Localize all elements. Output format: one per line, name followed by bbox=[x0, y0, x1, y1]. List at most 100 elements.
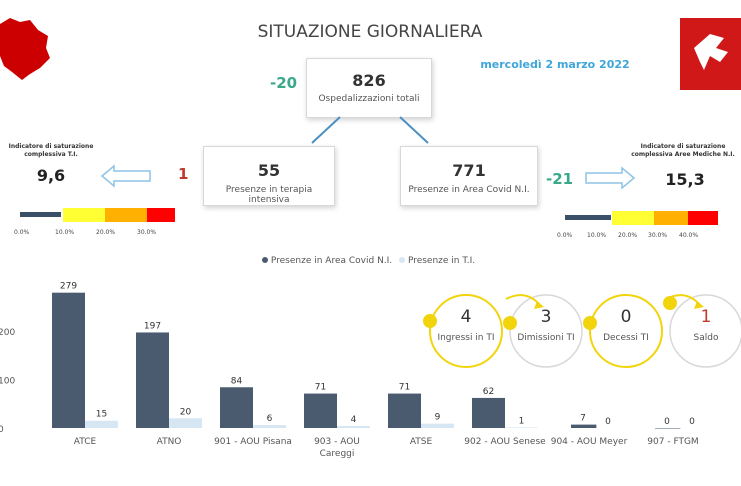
category-label: ATNO bbox=[157, 437, 182, 447]
covid-indicator-title-2: complessiva Aree Mediche N.I. bbox=[631, 151, 735, 158]
flow-value-decessi: 0 bbox=[620, 307, 632, 327]
bar-label-covid: 84 bbox=[231, 376, 243, 386]
flow-label-dimissioni: Dimissioni TI bbox=[517, 333, 575, 343]
flow-label-saldo: Saldo bbox=[693, 333, 719, 343]
ti-indicator-value: 9,6 bbox=[36, 166, 66, 185]
ti-label: Presenze in terapia intensiva bbox=[225, 185, 313, 205]
flow-label-decessi: Decessi TI bbox=[603, 333, 649, 343]
covid-tick-0: 0.0% bbox=[557, 232, 573, 239]
ti-tick-0: 0.0% bbox=[14, 229, 30, 236]
bar-label-ti: 20 bbox=[180, 407, 192, 417]
bar-covid bbox=[220, 387, 253, 428]
bar-label-covid: 0 bbox=[664, 417, 670, 427]
report-date: mercoledì 2 marzo 2022 bbox=[480, 58, 630, 71]
category-label: 901 - AOU Pisana bbox=[214, 437, 292, 447]
bar-label-covid: 7 bbox=[580, 414, 586, 424]
y-tick-label: 100 bbox=[0, 377, 15, 387]
covid-saturation-bar bbox=[565, 211, 718, 229]
bar-ti bbox=[169, 418, 202, 428]
bar-ti bbox=[421, 423, 454, 428]
category-label: ATSE bbox=[410, 437, 433, 447]
bar-label-covid: 71 bbox=[315, 383, 326, 393]
total-label: Ospedalizzazioni totali bbox=[318, 94, 420, 104]
bar-ti bbox=[253, 425, 286, 428]
bar-covid bbox=[388, 393, 421, 428]
category-label: 903 - AOU bbox=[314, 437, 360, 447]
total-value: 826 bbox=[352, 71, 386, 90]
category-label: 902 - AOU Senese bbox=[464, 437, 546, 447]
ti-card: 55 Presenze in terapia intensiva bbox=[203, 146, 335, 206]
bar-covid bbox=[136, 332, 169, 428]
bar-label-ti: 1 bbox=[519, 417, 525, 427]
covid-bar-red bbox=[688, 211, 718, 225]
category-label: Careggi bbox=[320, 449, 355, 459]
bar-label-ti: 9 bbox=[435, 413, 441, 423]
covid-tick-4: 40.0% bbox=[679, 232, 699, 239]
y-tick-label: 0 bbox=[0, 425, 4, 435]
right-arrow-icon bbox=[585, 166, 636, 190]
y-tick-label: 200 bbox=[0, 328, 15, 338]
bar-label-covid: 197 bbox=[144, 321, 161, 331]
category-label: 907 - FTGM bbox=[647, 437, 698, 447]
bar-label-covid: 62 bbox=[483, 387, 494, 397]
covid-indicator-title-1: Indicatore di saturazione bbox=[640, 143, 726, 150]
ti-tick-2: 20.0% bbox=[96, 229, 116, 236]
bar-covid bbox=[52, 292, 85, 428]
bar-label-ti: 4 bbox=[351, 415, 357, 425]
covid-bar-orange bbox=[654, 211, 688, 225]
bar-ti bbox=[85, 420, 118, 428]
ti-value: 55 bbox=[257, 161, 281, 180]
bar-covid bbox=[571, 424, 597, 428]
left-arrow-icon bbox=[100, 164, 151, 188]
tuscany-flag-icon bbox=[680, 18, 741, 90]
bar-covid bbox=[304, 393, 337, 428]
legend-dot-ti bbox=[399, 257, 406, 263]
bar-covid bbox=[472, 397, 505, 428]
legend-dot-covid bbox=[262, 257, 268, 263]
ti-saturation-bar bbox=[20, 208, 175, 226]
flow-label-ingressi: Ingressi in TI bbox=[437, 333, 495, 343]
flow-value-ingressi: 4 bbox=[460, 307, 472, 327]
bar-label-ti: 0 bbox=[605, 417, 611, 427]
covid-indicator-value: 15,3 bbox=[665, 170, 705, 189]
bar-label-covid: 279 bbox=[60, 282, 77, 292]
covid-value: 771 bbox=[452, 161, 486, 180]
connector-lines bbox=[311, 116, 429, 144]
bar-covid bbox=[655, 428, 681, 429]
bar-label-ti: 6 bbox=[267, 414, 273, 424]
legend-ti: Presenze in T.I. bbox=[407, 256, 476, 266]
bar-label-covid: 71 bbox=[399, 383, 410, 393]
ti-indicator-title-2: complessiva T.I. bbox=[24, 151, 78, 158]
flow-value-dimissioni: 3 bbox=[540, 307, 552, 327]
covid-delta: -21 bbox=[546, 170, 574, 188]
flow-circles bbox=[423, 294, 741, 368]
covid-tick-1: 10.0% bbox=[587, 232, 607, 239]
ti-indicator-title-1: Indicatore di saturazione bbox=[8, 143, 94, 150]
category-label: ATCE bbox=[74, 437, 97, 447]
covid-tick-2: 20.0% bbox=[618, 232, 638, 239]
ti-bar-yellow bbox=[63, 208, 105, 222]
total-card: 826 Ospedalizzazioni totali bbox=[306, 58, 432, 118]
ti-bar-red bbox=[147, 208, 175, 222]
covid-tick-3: 30.0% bbox=[648, 232, 668, 239]
ti-tick-1: 10.0% bbox=[55, 229, 75, 236]
ti-tick-3: 30.0% bbox=[137, 229, 157, 236]
total-delta: -20 bbox=[270, 74, 298, 92]
chart-legend: Presenze in Area Covid N.I. Presenze in … bbox=[262, 256, 475, 266]
bar-label-ti: 0 bbox=[689, 417, 695, 427]
tuscany-map-icon bbox=[0, 18, 50, 80]
bar-label-ti: 15 bbox=[96, 410, 107, 420]
bar-ti bbox=[505, 427, 538, 429]
covid-label: Presenze in Area Covid N.I. bbox=[408, 185, 530, 195]
ti-delta: 1 bbox=[178, 165, 189, 183]
page-title: SITUAZIONE GIORNALIERA bbox=[257, 22, 483, 42]
covid-card: 771 Presenze in Area Covid N.I. bbox=[400, 146, 538, 206]
covid-bar-level bbox=[565, 215, 611, 220]
category-label: 904 - AOU Meyer bbox=[551, 437, 628, 447]
flow-value-saldo: 1 bbox=[700, 307, 712, 327]
bar-ti bbox=[337, 426, 370, 428]
ti-bar-level bbox=[20, 212, 61, 217]
legend-covid: Presenze in Area Covid N.I. bbox=[270, 256, 393, 266]
ti-bar-orange bbox=[105, 208, 147, 222]
